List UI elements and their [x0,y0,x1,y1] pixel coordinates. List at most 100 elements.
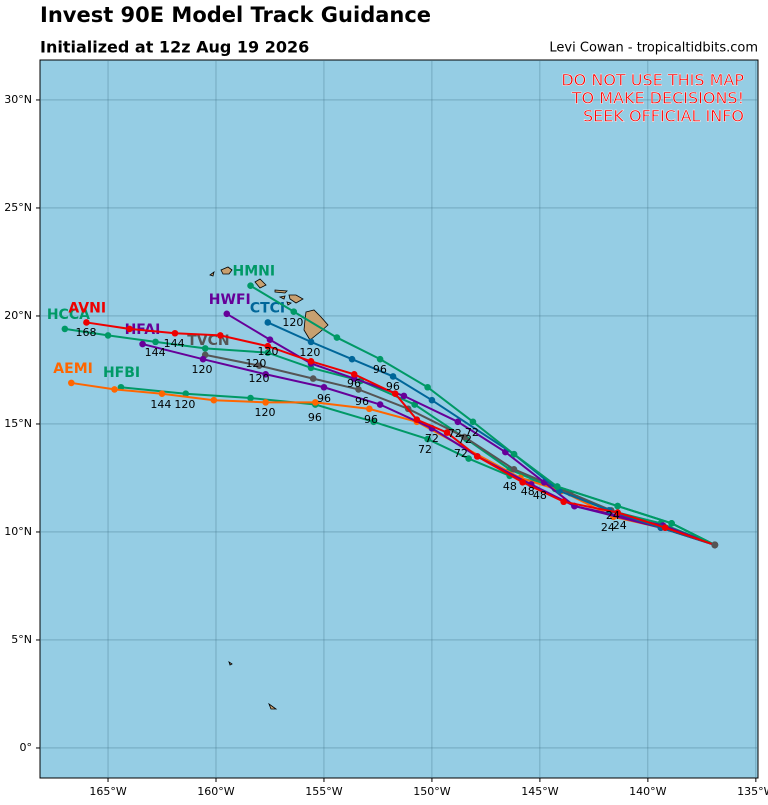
track-point [201,345,209,352]
track-point [465,455,472,462]
track-point [210,396,218,404]
hour-label: 168 [75,326,96,339]
track-point [171,329,179,337]
track-point [424,383,431,391]
y-tick-label: 25°N [4,201,32,214]
track-point [370,418,377,426]
hour-label: 96 [386,380,400,393]
y-tick-label: 30°N [4,93,32,106]
hour-label: 96 [308,411,322,424]
track-point [152,338,159,346]
hour-label: 120 [191,363,212,376]
subtitle: Initialized at 12z Aug 19 2026 [40,38,309,57]
track-point [350,370,358,378]
track-point [424,435,431,443]
warning: SEEK OFFICIAL INFO [583,107,744,126]
track-point [255,362,263,369]
track-point [473,453,481,460]
track-point [469,418,477,426]
hour-label: 120 [248,372,269,385]
track-point [104,332,112,339]
hour-label: 72 [454,447,468,460]
y-tick-label: 5°N [11,633,32,646]
island [274,289,288,294]
track-point [376,401,384,408]
track-point [217,332,224,339]
track-point [312,399,319,406]
track-point [111,386,118,393]
hour-label: 48 [503,480,517,493]
track-point [443,429,451,436]
island [220,266,233,275]
track-point [668,520,675,527]
track-point [461,433,468,441]
hour-label: 120 [255,406,276,419]
island [228,661,278,710]
track-point [400,392,408,400]
track-point [262,370,269,378]
track-point [428,396,436,404]
hour-label: 96 [317,392,331,405]
track-point [247,394,254,402]
hour-label: 48 [521,485,535,498]
credit: Levi Cowan - tropicaltidbits.com [549,41,758,56]
track-line [86,321,716,546]
track-point [413,416,421,423]
model-label: AVNI [68,300,106,316]
track-point [126,325,133,333]
hour-label: 120 [258,345,279,358]
track-point [83,319,90,326]
track-point [389,373,397,380]
start-point [711,541,719,549]
warning: DO NOT USE THIS MAP [561,71,744,90]
x-tick-label: 155°W [305,785,342,798]
track-point [553,483,561,490]
island [209,271,215,277]
y-tick-label: 20°N [4,309,32,322]
track-point [199,355,207,363]
hour-label: 24 [601,521,615,534]
track-point [182,390,190,398]
track-point [333,334,341,341]
title: Invest 90E Model Track Guidance [40,3,431,27]
grid [36,60,758,782]
hour-label: 96 [355,395,369,408]
track-point [560,498,567,506]
model-label: HMNI [233,264,276,280]
hour-label: 120 [299,346,320,359]
x-tick-label: 135°W [737,785,768,798]
track-point [519,478,526,486]
track-point [262,399,269,406]
hour-label: 120 [245,357,266,370]
track-point [376,355,384,363]
hour-label: 72 [418,443,432,456]
hour-label: 24 [606,509,620,522]
y-tick-label: 0° [20,741,33,754]
hour-label: 48 [533,489,547,502]
hour-label: 72 [465,426,479,439]
track-point [307,338,315,346]
track-point [366,405,373,413]
y-tick-label: 15°N [4,417,32,430]
track-point [139,340,146,348]
island [278,295,286,300]
map-area [39,59,759,779]
island [286,301,292,306]
track-point [454,418,462,426]
hour-label: 72 [458,433,472,446]
x-tick-label: 165°W [89,785,126,798]
track-point [320,383,328,391]
hour-label: 72 [425,432,439,445]
track-point [264,342,272,350]
track-point [348,355,356,363]
tracks: HCCAHFBIAEMITVCNHFAIHWFICTCIHMNIAVNI1681… [47,264,719,549]
hour-label: 72 [448,427,462,440]
track-point [355,386,362,393]
track-point [307,358,315,365]
track-point [264,319,272,326]
track-point [510,466,518,473]
track-point [223,310,231,318]
hour-label: 96 [373,363,387,376]
track-point [247,282,254,290]
model-label: HFBI [103,365,140,381]
